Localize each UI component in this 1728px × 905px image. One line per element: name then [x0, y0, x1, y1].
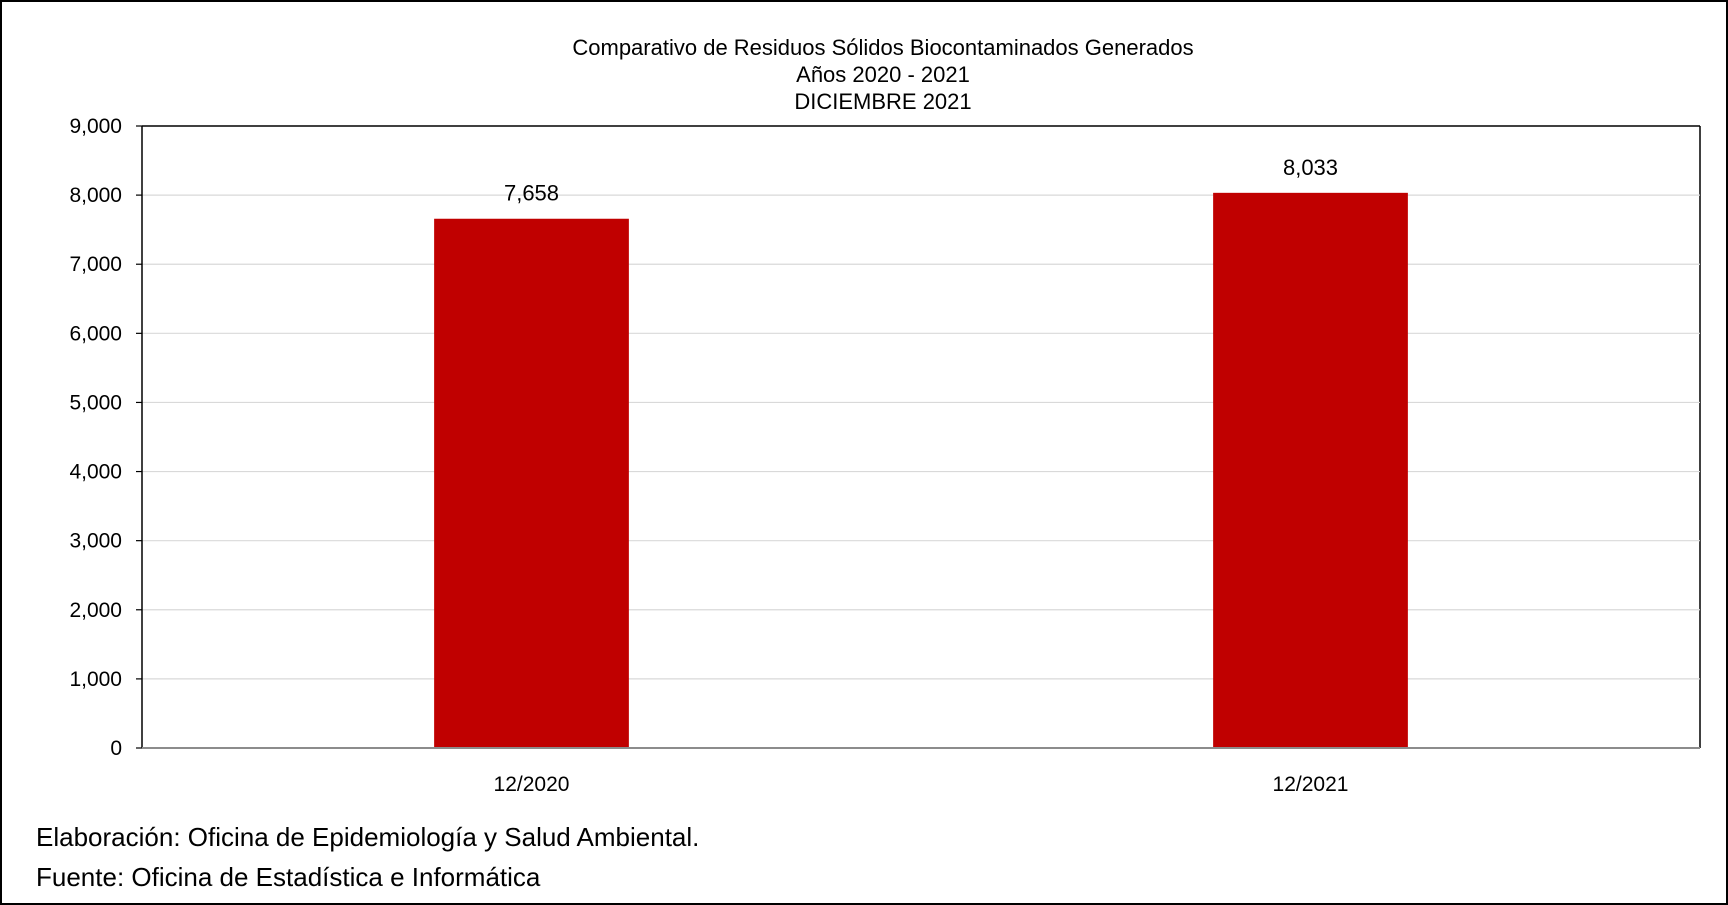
data-labels: 7,658 8,033 [504, 155, 1338, 206]
y-tick-label: 2,000 [69, 599, 122, 622]
bars [434, 192, 1408, 748]
bar-12-2020 [434, 218, 629, 748]
x-axis: 12/2020 12/2021 [142, 747, 1700, 796]
chart-subtitle-month: DICIEMBRE 2021 [794, 89, 971, 114]
gridlines [142, 125, 1701, 748]
footer-fuente: Fuente: Oficina de Estadística e Informá… [36, 862, 541, 892]
data-label: 7,658 [504, 181, 559, 206]
y-tick-label: 6,000 [69, 322, 122, 345]
bar-12-2021 [1213, 192, 1408, 748]
data-label: 8,033 [1283, 155, 1338, 180]
chart-title-group: Comparativo de Residuos Sólidos Bioconta… [572, 35, 1193, 114]
y-tick-label: 0 [110, 737, 122, 760]
y-tick-label: 7,000 [69, 253, 122, 276]
y-tick-label: 4,000 [69, 461, 122, 484]
chart-subtitle-years: Años 2020 - 2021 [796, 62, 970, 87]
y-tick-label: 1,000 [69, 668, 122, 691]
x-category-label: 12/2020 [494, 773, 570, 796]
y-tick-label: 5,000 [69, 391, 122, 414]
y-tick-label: 9,000 [69, 115, 122, 138]
y-axis: 0 1,000 2,000 3,000 4,000 5,000 6,000 7,000 8,00… [69, 115, 143, 760]
y-tick-label: 3,000 [69, 530, 122, 553]
y-tick-label: 8,000 [69, 184, 122, 207]
chart-title: Comparativo de Residuos Sólidos Bioconta… [572, 35, 1193, 60]
footer-elaboracion: Elaboración: Oficina de Epidemiología y … [36, 822, 700, 852]
x-category-label: 12/2021 [1273, 773, 1349, 796]
